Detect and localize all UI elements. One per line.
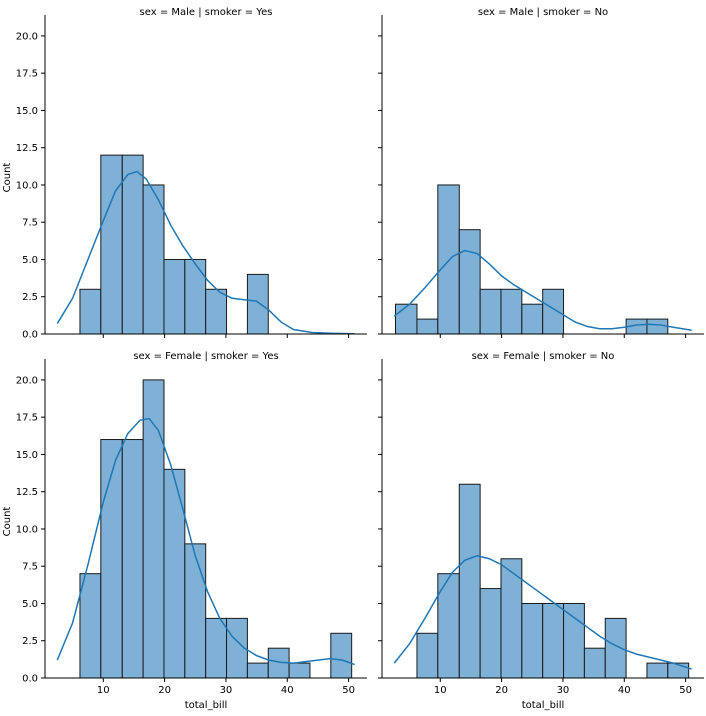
histogram-bar — [100, 154, 123, 335]
histogram-bar — [163, 468, 186, 679]
facet-title: sex = Female | smoker = No — [472, 351, 615, 362]
x-tick-label: 50 — [679, 685, 692, 696]
x-tick-label: 40 — [618, 685, 631, 696]
histogram-bar — [394, 303, 418, 335]
histogram-bar — [184, 258, 207, 335]
y-tick-label: 2.5 — [22, 292, 38, 303]
histogram-bar — [416, 632, 439, 679]
y-axis-label: Count — [2, 163, 13, 193]
histogram-bar — [437, 184, 460, 335]
x-tick-label: 10 — [97, 685, 110, 696]
histogram-bar — [479, 588, 502, 679]
histogram-bar — [521, 303, 544, 335]
y-tick-label: 12.5 — [16, 143, 38, 154]
histogram-bar — [79, 573, 102, 679]
histogram-bar — [121, 154, 144, 335]
y-tick-label: 0.0 — [22, 674, 38, 685]
y-tick-label: 5.0 — [22, 255, 38, 266]
x-tick-label: 40 — [281, 685, 294, 696]
histogram-bar — [646, 662, 669, 679]
y-tick-label: 17.5 — [16, 69, 38, 80]
y-tick-label: 5.0 — [22, 599, 38, 610]
y-tick-label: 2.5 — [22, 636, 38, 647]
x-tick-label: 30 — [557, 685, 570, 696]
histogram-bar — [521, 602, 544, 679]
y-tick-label: 15.0 — [16, 106, 38, 117]
histogram-bar — [121, 439, 144, 679]
histogram-bar — [205, 617, 228, 679]
y-tick-label: 7.5 — [22, 218, 38, 229]
y-tick-label: 0.0 — [22, 330, 38, 341]
facet-panel-4: sex = Female | smoker = No 10 20 30 40 50 tota… — [378, 351, 704, 711]
histogram-bar — [479, 288, 502, 335]
x-tick-label: 30 — [220, 685, 233, 696]
kde-line — [56, 417, 355, 666]
x-axis-label: total_bill — [185, 700, 228, 711]
histogram-bar — [500, 288, 523, 335]
histogram-bar — [288, 662, 311, 679]
y-axis-label: Count — [2, 507, 13, 537]
histogram-bar — [604, 617, 627, 679]
histogram-bar — [542, 602, 565, 679]
facet-panel-3: sex = Female | smoker = Yes 0.0 2.5 5.0 7.5 1… — [2, 351, 367, 711]
histogram-bar — [330, 632, 353, 679]
facet-title: sex = Female | smoker = Yes — [133, 351, 278, 362]
kde-line — [56, 170, 355, 335]
y-tick-label: 20.0 — [16, 375, 38, 386]
y-tick-label: 10.0 — [16, 524, 38, 535]
kde-line — [393, 249, 692, 332]
histogram-bar — [205, 288, 228, 335]
histogram-bar — [583, 647, 606, 679]
facet-title: sex = Male | smoker = Yes — [140, 7, 273, 18]
kde-line — [393, 554, 692, 670]
histogram-bar — [542, 288, 565, 335]
histogram-bar — [458, 483, 481, 679]
y-tick-label: 20.0 — [16, 31, 38, 42]
y-tick-label: 7.5 — [22, 562, 38, 573]
x-tick-label: 50 — [342, 685, 355, 696]
histogram-bar — [458, 229, 481, 335]
histogram-bar — [79, 288, 102, 335]
histogram-bar — [163, 258, 186, 335]
histogram-bar — [142, 184, 165, 335]
y-tick-label: 12.5 — [16, 487, 38, 498]
x-tick-label: 20 — [495, 685, 508, 696]
histogram-bar — [184, 543, 207, 679]
y-tick-label: 15.0 — [16, 450, 38, 461]
facet-panel-1: sex = Male | smoker = Yes 0.0 2.5 5.0 7.5 10.… — [2, 7, 367, 341]
y-tick-label: 10.0 — [16, 180, 38, 191]
x-tick-label: 10 — [434, 685, 447, 696]
x-axis-label: total_bill — [522, 700, 565, 711]
histogram-bar — [646, 318, 669, 335]
facet-title: sex = Male | smoker = No — [478, 7, 608, 18]
facet-panel-2: sex = Male | smoker = No — [378, 7, 704, 338]
y-tick-label: 17.5 — [16, 413, 38, 424]
histogram-bar — [246, 662, 269, 679]
histogram-bar — [416, 318, 439, 335]
x-tick-label: 20 — [158, 685, 171, 696]
histogram-bar — [563, 602, 585, 679]
histogram-bar — [246, 273, 269, 335]
